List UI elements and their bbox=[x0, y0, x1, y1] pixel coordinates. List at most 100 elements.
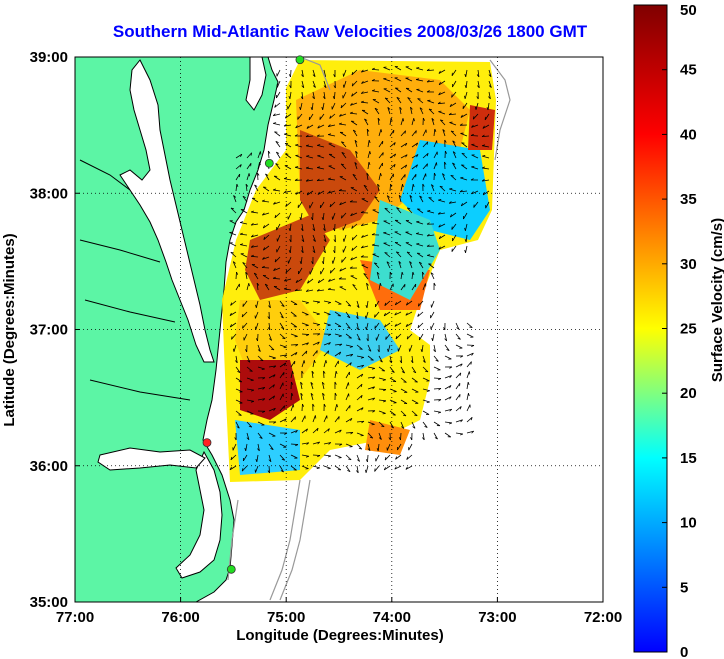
velocity-arrow-head bbox=[425, 370, 429, 373]
velocity-arrow bbox=[361, 101, 369, 104]
velocity-arrow bbox=[251, 223, 259, 226]
velocity-arrow bbox=[410, 107, 413, 115]
velocity-arrow-head bbox=[300, 228, 304, 232]
velocity-arrow-head bbox=[270, 447, 274, 450]
velocity-arrow-head bbox=[377, 117, 381, 121]
velocity-arrow bbox=[374, 465, 380, 472]
velocity-arrow-head bbox=[321, 381, 325, 385]
velocity-arrow bbox=[428, 197, 435, 203]
velocity-arrow bbox=[301, 80, 305, 88]
velocity-arrow bbox=[268, 454, 272, 462]
velocity-arrow bbox=[361, 80, 369, 84]
velocity-arrow bbox=[341, 152, 347, 159]
velocity-arrow-head bbox=[416, 242, 420, 245]
velocity-arrow bbox=[312, 441, 320, 445]
velocity-arrow-head bbox=[387, 107, 391, 110]
velocity-arrow-head bbox=[449, 366, 453, 369]
velocity-arrow-head bbox=[390, 426, 394, 429]
velocity-arrow bbox=[384, 300, 391, 306]
velocity-arrow bbox=[455, 419, 463, 423]
velocity-arrow-head bbox=[272, 384, 275, 388]
velocity-arrow-head bbox=[255, 338, 258, 342]
velocity-arrow-head bbox=[327, 428, 330, 432]
velocity-arrow-head bbox=[306, 125, 309, 129]
velocity-arrow-head bbox=[438, 236, 441, 240]
colorbar-tick-label: 50 bbox=[680, 2, 697, 19]
velocity-arrow bbox=[371, 68, 380, 71]
velocity-arrow-head bbox=[371, 79, 375, 82]
velocity-arrow-head bbox=[405, 466, 408, 470]
velocity-arrow bbox=[350, 120, 358, 126]
velocity-arrow bbox=[295, 124, 303, 129]
velocity-arrow bbox=[274, 131, 281, 137]
velocity-arrow bbox=[438, 111, 446, 115]
velocity-arrow-head bbox=[398, 261, 402, 264]
velocity-arrow-head bbox=[351, 93, 354, 97]
velocity-arrow-head bbox=[236, 271, 239, 275]
velocity-arrow-head bbox=[271, 348, 275, 351]
velocity-arrow bbox=[475, 102, 479, 110]
velocity-arrow bbox=[323, 442, 331, 445]
velocity-arrow-head bbox=[352, 284, 356, 287]
velocity-arrow bbox=[235, 421, 240, 429]
velocity-arrow-head bbox=[347, 470, 351, 473]
velocity-arrow-head bbox=[238, 414, 242, 416]
velocity-arrow-head bbox=[477, 85, 480, 89]
velocity-arrow bbox=[232, 443, 237, 451]
velocity-arrow bbox=[345, 333, 352, 339]
velocity-arrow-head bbox=[460, 114, 463, 118]
velocity-arrow-head bbox=[261, 368, 265, 371]
velocity-arrow bbox=[389, 283, 394, 291]
velocity-arrow-head bbox=[442, 173, 445, 176]
velocity-arrow-head bbox=[405, 164, 408, 168]
colorbar-tick-label: 25 bbox=[680, 321, 697, 338]
velocity-arrow-head bbox=[410, 437, 413, 441]
velocity-arrow bbox=[356, 311, 359, 319]
velocity-arrow-head bbox=[342, 238, 345, 242]
velocity-arrow bbox=[251, 264, 259, 269]
velocity-arrow-head bbox=[338, 122, 343, 125]
velocity-arrow bbox=[455, 432, 463, 435]
velocity-arrow bbox=[345, 382, 349, 390]
velocity-arrow-head bbox=[444, 139, 447, 143]
velocity-arrow bbox=[273, 175, 281, 181]
velocity-arrow bbox=[343, 234, 347, 242]
velocity-arrow-head bbox=[310, 217, 314, 221]
velocity-arrow-head bbox=[322, 392, 325, 396]
velocity-arrow bbox=[312, 415, 316, 423]
velocity-arrow bbox=[350, 256, 358, 261]
velocity-arrow-head bbox=[405, 312, 408, 316]
velocity-arrow-head bbox=[250, 210, 255, 213]
velocity-arrow bbox=[389, 153, 396, 159]
velocity-arrow bbox=[384, 322, 391, 328]
velocity-arrow bbox=[334, 416, 340, 423]
x-tick-label: 74:00 bbox=[373, 609, 411, 626]
velocity-arrow-head bbox=[438, 81, 441, 86]
velocity-arrow-head bbox=[267, 150, 271, 154]
velocity-arrow bbox=[240, 244, 248, 247]
velocity-arrow-head bbox=[459, 372, 462, 376]
velocity-arrow bbox=[465, 80, 468, 88]
velocity-arrow-head bbox=[460, 203, 463, 207]
colorbar-tick-label: 20 bbox=[680, 385, 697, 402]
velocity-arrow bbox=[386, 195, 391, 203]
velocity-arrow bbox=[372, 244, 380, 247]
velocity-arrow bbox=[400, 184, 403, 192]
velocity-arrow-head bbox=[431, 184, 434, 187]
velocity-arrow bbox=[400, 421, 405, 429]
velocity-arrow bbox=[328, 178, 336, 181]
velocity-arrow-head bbox=[394, 302, 397, 306]
velocity-arrow bbox=[310, 382, 314, 390]
velocity-arrow bbox=[471, 154, 479, 159]
velocity-arrow-head bbox=[407, 207, 411, 210]
velocity-arrow-head bbox=[316, 313, 320, 316]
velocity-arrow bbox=[387, 344, 391, 352]
velocity-arrow-head bbox=[299, 216, 302, 221]
velocity-arrow bbox=[268, 465, 270, 474]
velocity-arrow bbox=[316, 179, 325, 182]
velocity-arrow bbox=[242, 300, 248, 307]
velocity-arrow bbox=[449, 188, 457, 192]
velocity-arrow-head bbox=[332, 228, 336, 232]
velocity-arrow-head bbox=[419, 195, 423, 198]
velocity-arrow-head bbox=[448, 112, 452, 116]
